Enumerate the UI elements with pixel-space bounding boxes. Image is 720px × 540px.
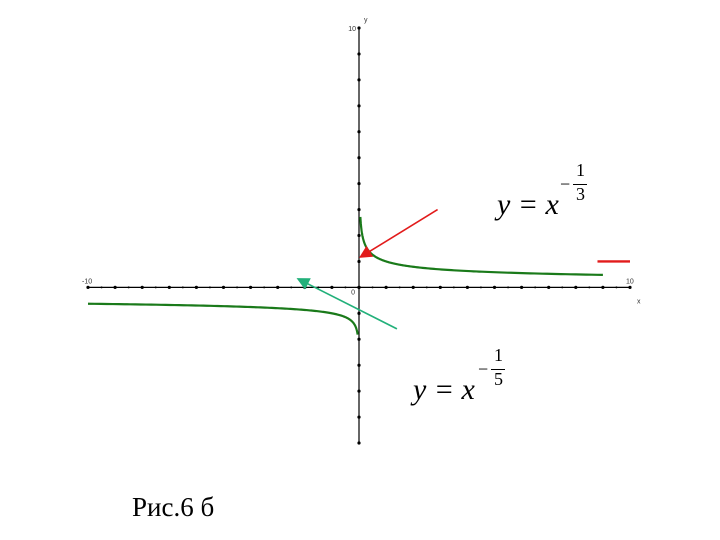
y-ticks: [357, 26, 361, 445]
x-tick: [167, 285, 171, 289]
y-tick: [357, 363, 361, 367]
x-tick: [547, 285, 551, 289]
x-tick: [465, 285, 469, 289]
x-tick: [411, 285, 415, 289]
x-tick: [588, 286, 591, 289]
x-tick: [628, 285, 632, 289]
y-tick: [357, 389, 361, 393]
x-tick: [100, 286, 103, 289]
x-tick: [479, 286, 482, 289]
x-tick: [561, 286, 564, 289]
x-tick: [113, 285, 117, 289]
x-tick: [221, 285, 226, 289]
x-axis-label: x: [637, 298, 641, 305]
x-tick: [330, 285, 334, 289]
y-tick-label-max: 10: [348, 26, 356, 33]
y-tick: [357, 311, 361, 315]
y-tick: [357, 52, 361, 56]
formula-fraction-bar: [573, 184, 587, 185]
x-tick: [276, 285, 280, 289]
y-tick: [357, 259, 361, 264]
formula-lhs: y = x: [497, 188, 559, 221]
x-tick: [194, 285, 198, 289]
x-tick: [86, 285, 90, 289]
x-tick: [236, 286, 239, 289]
x-tick: [574, 285, 578, 289]
figure-caption: Рис.6 б: [132, 492, 215, 522]
y-tick: [357, 182, 361, 186]
y-tick: [357, 78, 361, 82]
formula-exp-denominator: 5: [494, 369, 503, 389]
x-tick: [438, 285, 442, 289]
x-tick: [344, 286, 347, 289]
x-tick: [492, 285, 497, 289]
formula-fraction-bar: [491, 369, 505, 370]
x-tick: [303, 285, 307, 289]
x-tick: [263, 286, 266, 289]
x-tick: [154, 286, 157, 289]
formula-exp-sign: −: [560, 174, 571, 194]
x-tick: [615, 286, 618, 289]
x-tick: [601, 285, 605, 289]
x-tick: [520, 285, 524, 289]
x-tick: [249, 285, 253, 289]
x-tick: [507, 286, 510, 289]
y-tick: [357, 26, 361, 30]
annotation-layer: [296, 208, 439, 330]
x-tick: [208, 286, 211, 289]
annotation-arrow-1: [358, 208, 439, 258]
x-tick: [317, 286, 320, 289]
x-tick: [534, 286, 537, 289]
x-tick-label-max: 10: [626, 278, 634, 285]
formula-exp-numerator: 1: [494, 345, 503, 365]
x-tick: [140, 285, 144, 289]
y-tick: [357, 207, 361, 212]
series-line-1: [359, 216, 603, 277]
y-tick: [357, 337, 361, 341]
formula-exp-numerator: 1: [576, 160, 585, 180]
y-tick: [357, 415, 361, 419]
formula-lhs: y = x: [413, 373, 475, 406]
formula-exp-denominator: 3: [576, 184, 585, 204]
y-tick: [357, 104, 361, 108]
origin-label: 0: [351, 289, 355, 296]
axes: [86, 26, 632, 445]
x-tick: [290, 286, 293, 289]
y-tick: [357, 156, 361, 160]
y-tick: [357, 441, 361, 445]
series-line-2: [87, 302, 359, 335]
x-tick: [371, 286, 374, 289]
series-layer: [87, 216, 630, 335]
x-tick-label-min: -10: [82, 278, 92, 285]
y-tick: [357, 285, 361, 289]
x-tick: [452, 286, 455, 289]
formula-exp-sign: −: [478, 359, 489, 379]
annotation-arrow-2: [296, 278, 398, 330]
x-ticks: [86, 285, 632, 289]
x-tick: [398, 286, 401, 289]
x-tick: [181, 286, 184, 289]
y-axis-label: y: [364, 17, 368, 24]
x-tick: [127, 286, 130, 289]
x-tick: [384, 285, 388, 289]
y-tick: [357, 233, 361, 238]
y-tick: [357, 130, 361, 134]
x-tick: [425, 286, 428, 289]
